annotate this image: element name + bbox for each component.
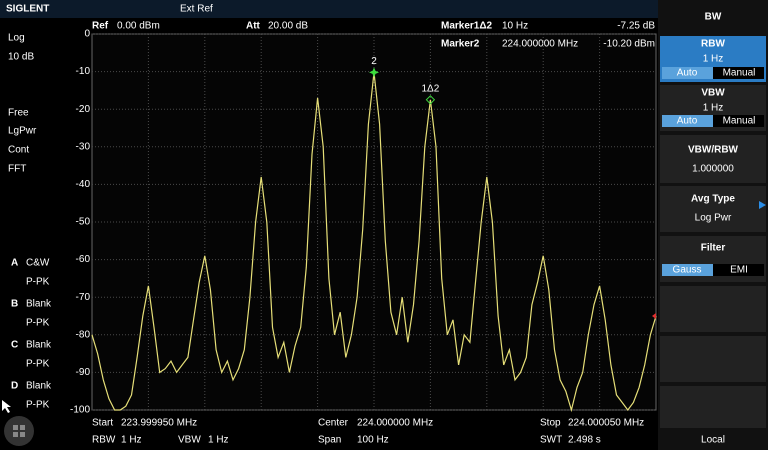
- label: Start: [92, 418, 113, 429]
- value: 224.000000 MHz: [502, 39, 578, 50]
- toggle-text: Manual: [723, 116, 756, 127]
- value: 224.000050 MHz: [568, 418, 644, 429]
- menu-value: 1 Hz: [703, 54, 724, 65]
- setting: 10 dB: [8, 52, 34, 63]
- y-tick-label: -50: [76, 217, 91, 228]
- y-tick-label: -60: [76, 254, 91, 265]
- label: Stop: [540, 418, 561, 429]
- submenu-arrow: [759, 201, 766, 209]
- trace-detector: P-PK: [26, 318, 50, 329]
- menu-value: 1 Hz: [703, 103, 724, 114]
- label: RBW: [92, 435, 116, 446]
- toggle-text: Gauss: [673, 265, 702, 276]
- value: 223.999950 MHz: [121, 418, 197, 429]
- y-tick-label: -40: [76, 179, 91, 190]
- label: Marker2: [441, 39, 480, 50]
- y-tick-label: -10: [76, 66, 91, 77]
- ratio-tile[interactable]: [660, 135, 766, 183]
- menu-label: VBW: [701, 88, 725, 99]
- touch-button[interactable]: [4, 416, 34, 446]
- ref-indicator: [652, 313, 656, 319]
- toggle-off[interactable]: [713, 115, 764, 127]
- brand: SIGLENT: [6, 4, 49, 15]
- value: 2.498 s: [568, 435, 601, 446]
- toggle-off[interactable]: [713, 264, 764, 276]
- label: Span: [318, 435, 341, 446]
- trace-id: B: [11, 299, 18, 310]
- menu-value: 1.000000: [692, 164, 734, 175]
- empty-tile: [660, 386, 766, 428]
- toggle-text: Auto: [677, 68, 698, 79]
- setting: Cont: [8, 145, 29, 156]
- cursor-icon: [2, 400, 11, 413]
- y-tick-label: 0: [84, 29, 90, 40]
- label: Marker1Δ2: [441, 21, 493, 32]
- menu-label: Avg Type: [691, 194, 735, 205]
- toggle-text: EMI: [730, 265, 748, 276]
- toggle-text: Auto: [677, 116, 698, 127]
- grid-icon: [13, 425, 25, 437]
- trace-mode: Blank: [26, 299, 52, 310]
- setting: Log: [8, 33, 25, 44]
- y-tick-label: -30: [76, 141, 91, 152]
- setting: Free: [8, 108, 29, 119]
- value: 1 Hz: [121, 435, 142, 446]
- menu-label: VBW/RBW: [688, 145, 739, 156]
- empty-tile: [660, 286, 766, 332]
- marker-label: 2: [371, 56, 377, 67]
- avg-type-tile[interactable]: [660, 186, 766, 232]
- label: Ref: [92, 21, 109, 32]
- label: Center: [318, 418, 349, 429]
- y-tick-label: -20: [76, 104, 91, 115]
- y-tick-label: -100: [70, 405, 90, 416]
- marker: [369, 67, 379, 78]
- value: -10.20 dBm: [603, 39, 655, 50]
- label: SWT: [540, 435, 562, 446]
- label: VBW: [178, 435, 201, 446]
- trace-mode: C&W: [26, 258, 50, 269]
- menu-label: Filter: [701, 243, 726, 254]
- value: 20.00 dB: [268, 21, 308, 32]
- value: 100 Hz: [357, 435, 389, 446]
- marker-label: 1Δ2: [421, 83, 439, 94]
- value: 0.00 dBm: [117, 21, 160, 32]
- value: -7.25 dB: [617, 21, 655, 32]
- trace-detector: P-PK: [26, 400, 50, 411]
- menu-title: BW: [705, 12, 722, 23]
- value: 1 Hz: [208, 435, 229, 446]
- toggle-on[interactable]: [662, 67, 713, 79]
- menu-value: Log Pwr: [695, 213, 732, 224]
- value: 224.000000 MHz: [357, 418, 433, 429]
- trace-detector: P-PK: [26, 277, 50, 288]
- label: Att: [246, 21, 261, 32]
- trace-id: D: [11, 381, 18, 392]
- setting: LgPwr: [8, 126, 37, 137]
- toggle-off[interactable]: [713, 67, 764, 79]
- menu-label: RBW: [701, 39, 725, 50]
- ref-source: Ext Ref: [180, 4, 213, 15]
- local-button: Local: [701, 435, 725, 446]
- trace-mode: Blank: [26, 340, 52, 351]
- value: 10 Hz: [502, 21, 528, 32]
- toggle-text: Manual: [723, 68, 756, 79]
- trace-id: A: [11, 258, 18, 269]
- y-tick-label: -90: [76, 367, 91, 378]
- y-tick-label: -70: [76, 292, 91, 303]
- trace-detector: P-PK: [26, 359, 50, 370]
- setting: FFT: [8, 164, 26, 175]
- marker: [425, 95, 436, 105]
- toggle-on[interactable]: [662, 115, 713, 127]
- trace-mode: Blank: [26, 381, 52, 392]
- trace-id: C: [11, 340, 18, 351]
- top-bar: [0, 0, 658, 18]
- toggle-on[interactable]: [662, 264, 713, 276]
- empty-tile: [660, 336, 766, 382]
- y-tick-label: -80: [76, 329, 91, 340]
